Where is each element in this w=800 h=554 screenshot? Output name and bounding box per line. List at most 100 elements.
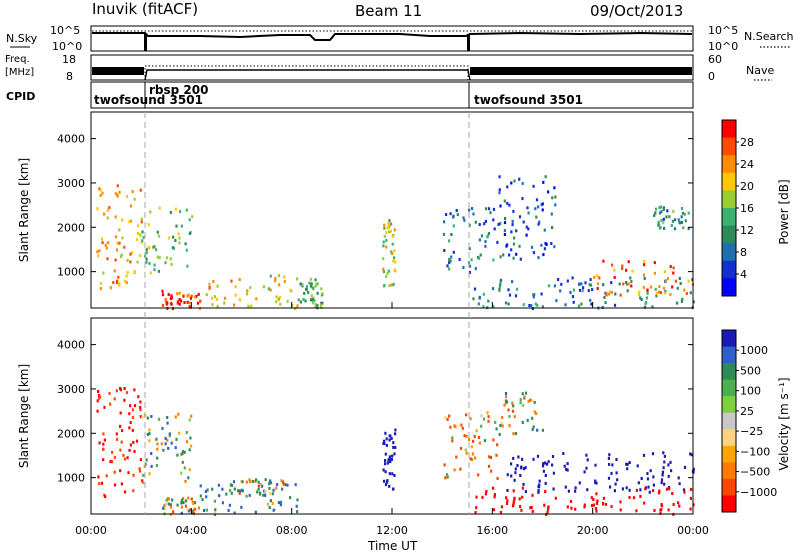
velocity-echo-cell (296, 510, 299, 514)
time-xtick-label: 00:00 (677, 524, 709, 537)
velocity-echo-cell (595, 509, 598, 513)
power-echo-cell (511, 219, 514, 223)
power-echo-cell (121, 236, 124, 240)
power-echo-cell (314, 303, 317, 306)
power-echo-cell (116, 184, 119, 188)
velocity-echo-cell (505, 502, 509, 505)
power-echo-cell (512, 242, 516, 246)
velocity-colorbar-swatch (722, 495, 736, 513)
velocity-echo-cell (388, 484, 391, 488)
velocity-echo-cell (592, 503, 595, 507)
power-echo-cell (602, 259, 605, 263)
power-echo-cell (605, 293, 608, 297)
velocity-echo-marks (96, 387, 695, 516)
power-echo-cell (124, 280, 127, 283)
velocity-echo-cell (167, 446, 170, 450)
velocity-echo-cell (473, 435, 476, 438)
power-echo-cell (487, 299, 490, 303)
velocity-colorbar-swatch (722, 412, 736, 430)
velocity-echo-cell (519, 474, 522, 477)
power-echo-cell (452, 224, 455, 228)
velocity-echo-cell (384, 483, 388, 487)
power-echo-cell (531, 307, 534, 311)
velocity-echo-cell (259, 491, 262, 495)
power-echo-cell (492, 304, 495, 308)
velocity-echo-cell (465, 451, 468, 455)
velocity-echo-cell (384, 470, 387, 474)
velocity-echo-cell (474, 456, 477, 460)
power-echo-cell (589, 298, 592, 302)
velocity-echo-cell (517, 455, 520, 459)
velocity-echo-cell (670, 469, 673, 473)
power-echo-cell (112, 281, 115, 284)
velocity-echo-cell (169, 503, 172, 507)
velocity-echo-cell (514, 432, 517, 436)
velocity-echo-cell (102, 447, 105, 451)
power-echo-cell (572, 300, 575, 304)
power-echo-cell (141, 239, 144, 243)
power-echo-cell (314, 284, 317, 288)
power-echo-cell (445, 213, 448, 216)
power-echo-cell (506, 185, 509, 189)
power-echo-cell (692, 300, 695, 304)
power-echo-cell (176, 292, 179, 296)
velocity-echo-cell (547, 507, 550, 511)
velocity-echo-cell (663, 482, 666, 486)
power-echo-cell (499, 204, 502, 208)
velocity-echo-cell (500, 505, 504, 509)
velocity-echo-cell (391, 487, 395, 491)
power-echo-cell (510, 181, 513, 185)
velocity-echo-cell (392, 445, 395, 449)
power-echo-cell (553, 245, 556, 249)
velocity-echo-cell (574, 486, 577, 490)
power-echo-cell (547, 190, 550, 194)
power-echo-cell (528, 304, 531, 307)
velocity-echo-cell (592, 498, 595, 501)
power-echo-cell (448, 261, 451, 265)
power-echo-cell (673, 227, 677, 231)
velocity-echo-cell (660, 481, 663, 485)
power-echo-cell (578, 288, 582, 292)
power-echo-cell (309, 277, 312, 281)
velocity-echo-cell (249, 480, 252, 484)
velocity-echo-cell (619, 500, 622, 504)
velocity-echo-cell (583, 505, 586, 509)
power-echo-cell (299, 282, 302, 286)
power-echo-cell (655, 294, 658, 298)
velocity-echo-cell (547, 505, 550, 509)
velocity-echo-cell (133, 388, 136, 392)
power-colorbar-tick-label: 4 (740, 268, 747, 281)
power-echo-cell (106, 209, 109, 212)
velocity-echo-cell (188, 418, 191, 422)
power-echo-cell (388, 230, 391, 234)
velocity-echo-cell (237, 489, 240, 493)
power-echo-cell (665, 215, 668, 219)
velocity-echo-cell (113, 483, 117, 487)
velocity-echo-cell (537, 485, 541, 489)
velocity-echo-cell (475, 506, 478, 510)
power-echo-cell (277, 274, 281, 278)
velocity-echo-cell (554, 496, 557, 500)
velocity-echo-cell (551, 455, 555, 458)
power-echo-cell (448, 239, 451, 243)
power-echo-cell (480, 234, 484, 238)
velocity-echo-cell (642, 453, 646, 457)
power-echo-cell (215, 297, 218, 301)
velocity-echo-cell (98, 441, 101, 445)
velocity-echo-cell (240, 505, 243, 509)
velocity-echo-cell (531, 428, 534, 431)
velocity-echo-cell (192, 508, 195, 512)
velocity-echo-cell (127, 471, 130, 475)
power-echo-cell (98, 187, 101, 191)
power-echo-cell (274, 279, 277, 283)
power-echo-cell (171, 307, 175, 311)
power-echo-cell (299, 300, 302, 304)
power-echo-cell (388, 284, 391, 288)
power-echo-cell (195, 294, 198, 298)
power-echo-cell (542, 253, 545, 257)
velocity-echo-cell (594, 479, 597, 483)
velocity-echo-cell (521, 392, 524, 396)
velocity-echo-cell (512, 432, 515, 436)
power-echo-cell (645, 296, 648, 300)
velocity-echo-cell (458, 424, 461, 428)
